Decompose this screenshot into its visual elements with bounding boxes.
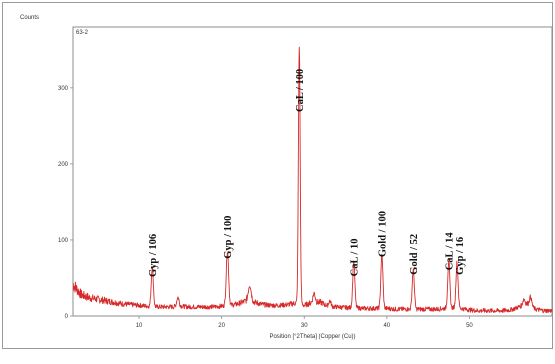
- peak-label: CaL / 100: [295, 69, 306, 112]
- y-tick-label: 0: [65, 314, 69, 320]
- peak-label: Gold / 100: [377, 211, 388, 257]
- x-tick-label: 10: [136, 323, 143, 329]
- peak-label: Gyp / 16: [455, 237, 466, 275]
- x-tick-label: 50: [466, 323, 473, 329]
- x-tick-label: 20: [218, 323, 225, 329]
- y-tick-label: 300: [58, 86, 69, 92]
- y-axis: 0 100 200 300: [58, 86, 73, 320]
- plot-area: [72, 26, 553, 317]
- peak-label: CaL / 14: [444, 232, 455, 271]
- y-tick-label: 100: [58, 238, 69, 244]
- y-tick-label: 200: [58, 162, 69, 168]
- peak-label: Gold / 52: [409, 234, 420, 275]
- peak-label: Gyp / 106: [148, 234, 159, 277]
- sample-id-label: 63-2: [76, 30, 89, 36]
- x-tick-label: 40: [383, 323, 390, 329]
- peak-label: Gyp / 100: [223, 216, 234, 259]
- peak-annotations: Gyp / 106 Gyp / 100 CaL / 100 CaL / 10 Gold …: [148, 69, 466, 277]
- peak-label: CaL / 10: [349, 238, 360, 276]
- diffraction-pattern-line: [72, 46, 553, 314]
- y-axis-label: Counts: [20, 15, 39, 21]
- x-axis-label: Position [°2Theta] (Copper (Cu)): [269, 334, 355, 340]
- x-axis: 10 20 30 40 50: [136, 316, 473, 329]
- x-tick-label: 30: [301, 323, 308, 329]
